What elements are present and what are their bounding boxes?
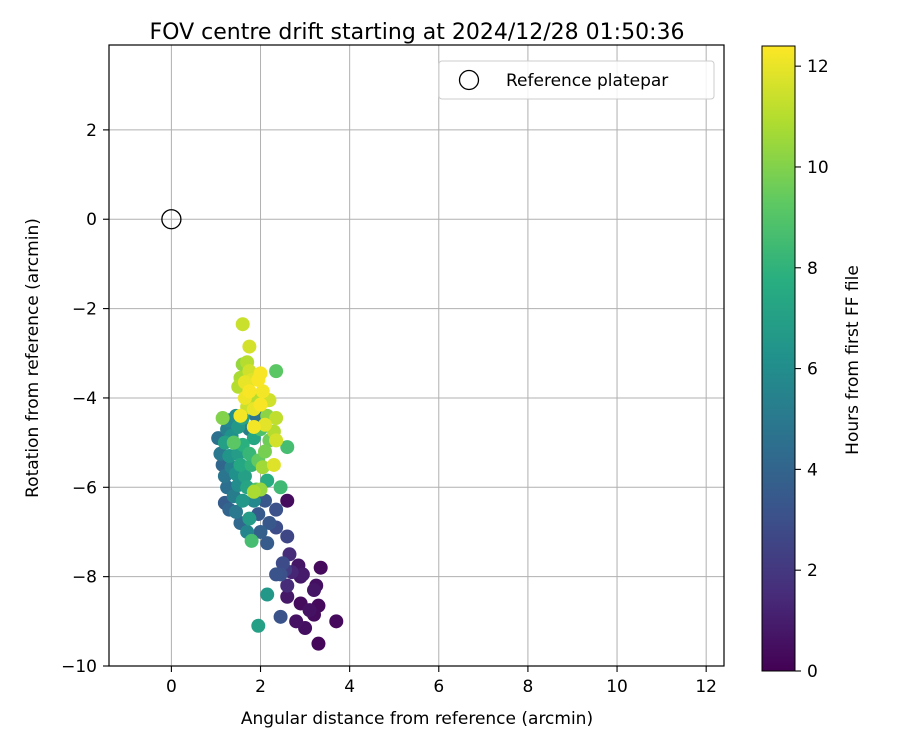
scatter-point	[266, 457, 281, 472]
scatter-point	[269, 411, 284, 426]
x-tick-label: 4	[344, 677, 355, 697]
colorbar-tick-label: 8	[807, 259, 818, 279]
scatter-point	[260, 587, 275, 602]
scatter-point	[233, 408, 248, 423]
y-tick-label: −2	[72, 300, 97, 320]
colorbar-tick-label: 6	[807, 360, 818, 380]
y-tick-label: 0	[86, 210, 97, 230]
scatter-point	[235, 317, 250, 332]
scatter-point	[244, 533, 259, 548]
x-tick-label: 6	[433, 677, 444, 697]
scatter-point	[237, 469, 252, 484]
scatter-point	[262, 516, 277, 531]
scatter-point	[280, 493, 295, 508]
colorbar-gradient	[761, 45, 796, 672]
scatter-point	[307, 583, 321, 598]
scatter-point	[253, 366, 268, 381]
reference-platepar-marker	[161, 209, 182, 230]
colorbar-ticks: 0 2 4 6 8 10 12	[795, 57, 829, 682]
scatter-point	[280, 440, 295, 455]
scatter-point	[269, 502, 284, 517]
y-tick-label: −10	[61, 657, 97, 677]
colorbar-tick-label: 12	[807, 57, 829, 77]
x-tick-label: 0	[166, 677, 177, 697]
scatter-point	[311, 636, 326, 651]
legend-entry-reference: Reference platepar	[506, 71, 668, 91]
scatter-point	[235, 493, 250, 508]
scatter-point	[289, 614, 304, 629]
scatter-point	[280, 589, 295, 604]
x-axis-label: Angular distance from reference (arcmin)	[241, 709, 593, 729]
scatter-point	[260, 536, 275, 551]
legend: Reference platepar	[438, 60, 715, 100]
scatter-point	[313, 560, 328, 575]
scatter-point	[257, 417, 272, 432]
y-axis-ticks: −10 −8 −6 −4 −2 0 2	[61, 121, 109, 677]
scatter-point	[242, 511, 257, 526]
scatter-point	[242, 384, 257, 399]
scatter-point	[302, 603, 317, 618]
scatter-point	[215, 411, 230, 426]
scatter-point	[253, 397, 268, 412]
colorbar-label: Hours from first FF file	[843, 265, 863, 455]
y-tick-label: −4	[72, 389, 97, 409]
scatter-point	[229, 504, 244, 519]
scatter-point	[226, 435, 241, 450]
scatter-point	[257, 444, 272, 459]
colorbar-tick-label: 2	[807, 561, 818, 581]
scatter-point	[251, 618, 266, 633]
scatter-point	[269, 567, 284, 582]
x-axis-ticks: 0 2 4 6 8 10 12	[166, 666, 717, 697]
scatter-point	[246, 419, 261, 434]
scatter-point	[257, 493, 272, 508]
scatter-point	[275, 556, 290, 571]
colorbar: 0 2 4 6 8 10 12 Hours from first FF file	[761, 45, 863, 682]
scatter-point	[233, 457, 248, 472]
scatter-point	[269, 364, 284, 379]
data-points	[211, 317, 344, 651]
scatter-point	[280, 578, 295, 593]
y-tick-label: −6	[72, 478, 97, 498]
colorbar-tick-label: 10	[807, 158, 829, 178]
scatter-point	[255, 384, 270, 399]
scatter-point	[273, 609, 288, 624]
scatter-point	[253, 524, 268, 539]
plot-frame	[108, 44, 725, 667]
scatter-point	[246, 484, 261, 499]
scatter-point	[255, 460, 270, 475]
scatter-point	[242, 339, 257, 354]
scatter-point	[273, 480, 288, 495]
colorbar-tick-label: 4	[807, 460, 818, 480]
legend-marker	[458, 69, 480, 91]
grid-lines	[109, 45, 724, 667]
x-tick-label: 2	[255, 677, 266, 697]
scatter-point	[295, 567, 310, 582]
colorbar-tick-label: 0	[807, 662, 818, 682]
x-tick-label: 12	[695, 677, 717, 697]
legend-box	[438, 60, 715, 100]
y-tick-label: 2	[86, 121, 97, 141]
y-tick-label: −8	[72, 568, 97, 588]
x-tick-label: 10	[606, 677, 628, 697]
scatter-point	[329, 614, 344, 629]
x-tick-label: 8	[522, 677, 533, 697]
y-axis-label: Rotation from reference (arcmin)	[23, 218, 43, 498]
reference-marker	[161, 209, 182, 230]
scatter-point	[280, 529, 295, 544]
chart-title: FOV centre drift starting at 2024/12/28 …	[150, 20, 685, 45]
scatter-point	[269, 433, 284, 448]
